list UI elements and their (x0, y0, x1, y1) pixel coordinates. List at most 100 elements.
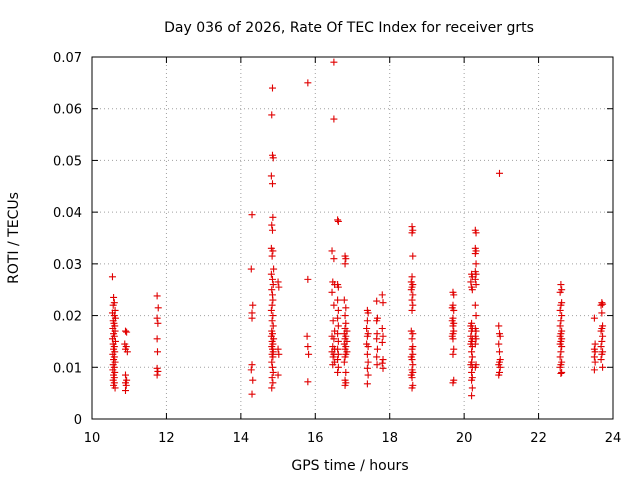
data-point (268, 180, 276, 188)
data-point (268, 384, 276, 392)
data-point (123, 328, 131, 336)
data-point (449, 335, 457, 343)
data-point (495, 322, 503, 330)
data-point (467, 278, 475, 286)
data-point (591, 358, 599, 366)
data-point (268, 286, 276, 294)
data-point (341, 381, 349, 389)
x-tick-label: 20 (456, 431, 473, 446)
data-point (268, 226, 276, 234)
data-point (468, 368, 476, 376)
data-point (409, 301, 417, 309)
data-point (597, 301, 605, 309)
data-point (111, 384, 119, 392)
data-point (409, 291, 417, 299)
data-point (305, 350, 313, 358)
data-point (598, 337, 606, 345)
data-point (269, 322, 277, 330)
data-point (378, 291, 386, 299)
data-point (342, 319, 350, 327)
data-point (334, 306, 342, 314)
data-point (267, 172, 275, 180)
data-point (468, 392, 476, 400)
data-point (334, 322, 342, 330)
data-point (378, 359, 386, 367)
data-point (153, 292, 161, 300)
data-point (340, 358, 348, 366)
data-point (558, 343, 566, 351)
data-point (329, 361, 337, 369)
data-point (557, 369, 565, 377)
data-point (334, 363, 342, 371)
data-point (304, 343, 312, 351)
data-point (378, 338, 386, 346)
data-point (556, 288, 564, 296)
data-point (468, 376, 476, 384)
data-point (110, 293, 118, 301)
x-tick-label: 22 (530, 431, 547, 446)
data-point (121, 387, 129, 395)
grid-lines (92, 57, 613, 419)
data-point (408, 356, 416, 364)
data-point (121, 371, 129, 379)
data-point (334, 330, 342, 338)
data-point (599, 332, 607, 340)
data-point (154, 304, 162, 312)
data-point (408, 374, 416, 382)
data-point (269, 213, 277, 221)
data-point (590, 314, 598, 322)
data-point (153, 364, 161, 372)
data-point (472, 327, 480, 335)
data-point (268, 363, 276, 371)
data-point (495, 340, 503, 348)
data-point (449, 322, 457, 330)
data-point (108, 273, 116, 281)
data-point (121, 327, 129, 335)
data-point (408, 345, 416, 353)
data-point (556, 363, 564, 371)
data-point (269, 247, 277, 255)
y-tick-label: 0.06 (53, 103, 82, 118)
data-point (330, 115, 338, 123)
data-point (340, 296, 348, 304)
data-point (407, 286, 415, 294)
data-point (495, 169, 503, 177)
data-point (468, 353, 476, 361)
data-point (334, 337, 342, 345)
x-tick-label: 18 (381, 431, 398, 446)
data-point (597, 327, 605, 335)
y-tick-labels: 0 0.01 0.02 0.03 0.04 0.05 0.06 0.07 (53, 51, 82, 428)
data-point (334, 345, 342, 353)
data-point (597, 356, 605, 364)
data-point (471, 250, 479, 258)
data-point (591, 340, 599, 348)
data-point (450, 291, 458, 299)
data-point (249, 376, 257, 384)
data-point (379, 299, 387, 307)
data-point (450, 345, 458, 353)
data-point (373, 317, 381, 325)
data-point (269, 353, 277, 361)
data-point (471, 363, 479, 371)
y-axis-label: ROTI / TECUs (6, 192, 22, 284)
data-point (330, 301, 338, 309)
data-point (364, 309, 372, 317)
y-tick-label: 0.07 (53, 51, 82, 66)
data-point (557, 281, 565, 289)
data-point (267, 270, 275, 278)
data-point (248, 314, 256, 322)
data-point (449, 350, 457, 358)
data-point (378, 325, 386, 332)
data-point (269, 281, 277, 289)
data-point (248, 390, 256, 398)
data-point (471, 301, 479, 309)
data-point (379, 364, 387, 372)
data-point (303, 332, 311, 340)
data-point (558, 312, 566, 320)
x-tick-label: 12 (158, 431, 175, 446)
y-tick-label: 0.04 (53, 206, 82, 221)
data-point (472, 229, 480, 237)
axis-ticks (91, 56, 614, 420)
data-point (599, 300, 607, 308)
